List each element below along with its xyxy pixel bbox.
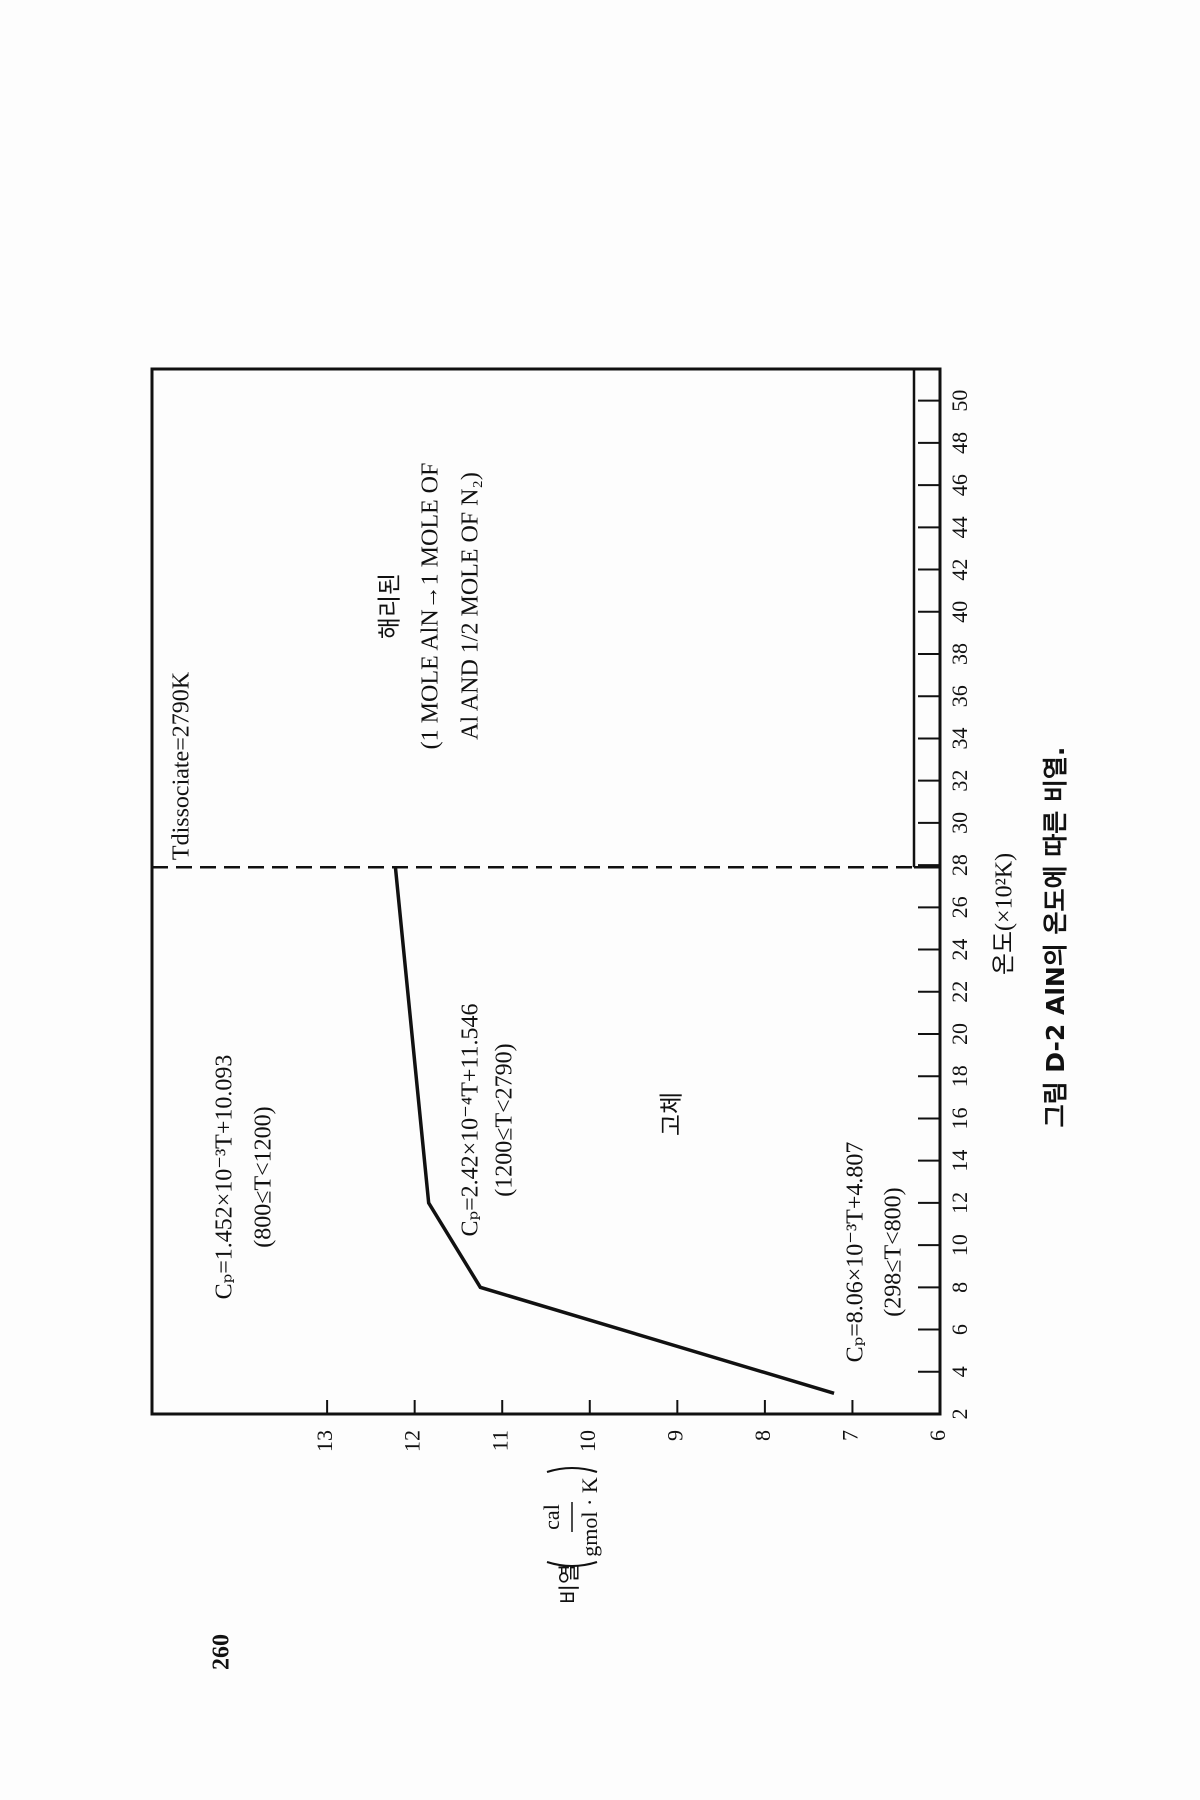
x-tick-label: 10 [947,1234,972,1256]
x-tick-label: 6 [947,1324,972,1335]
x-tick-label: 50 [947,390,972,412]
plot-frame [150,367,942,1416]
x-tick-label: 46 [947,474,972,496]
x-tick-label: 18 [947,1065,972,1087]
page-number: 260 [209,1634,235,1670]
y-tick-label: 9 [662,1430,687,1441]
y-tick-label: 7 [837,1430,862,1441]
x-tick-label: 4 [947,1366,972,1377]
x-tick-label: 38 [947,643,972,665]
annotation: (298≤T<800) [881,1187,907,1316]
caption: 그림 D-2 AlN의 온도에 따른 비열. [1041,747,1070,1128]
y-tick-label: 6 [925,1430,950,1441]
x-tick-label: 30 [947,812,972,834]
y-tick-label: 8 [750,1430,775,1441]
annotation: (1 MOLE AlN→1 MOLE OF [418,463,444,750]
x-tick-label: 20 [947,1023,972,1045]
x-tick-label: 12 [947,1192,972,1214]
cp-line [393,867,835,1395]
x-tick-label: 34 [947,727,972,749]
y-tick-label: 10 [575,1430,600,1452]
annotation: 고체 [659,1092,686,1136]
y-tick-label: 11 [487,1430,512,1451]
annotation: Cₚ=1.452×10⁻³T+10.093 [212,1055,238,1300]
x-tick-label: 8 [947,1282,972,1293]
x-tick-label: 24 [947,939,972,961]
x-tick-label: 22 [947,981,972,1003]
x-tick-label: 16 [947,1107,972,1129]
x-tick-label: 40 [947,601,972,623]
annotation: Cₚ=2.42×10⁻⁴T+11.546 [458,1003,484,1236]
y-axis-label: 비열 [557,1564,582,1604]
y-unit-denominator: gmol · K [577,1477,602,1557]
bracket [546,1467,598,1567]
annotation: Cₚ=8.06×10⁻³T+4.807 [843,1142,869,1363]
y-tick-label: 12 [400,1430,425,1452]
x-tick-label: 48 [947,432,972,454]
y-unit-numerator: cal [539,1504,564,1530]
annotation: (1200≤T<2790) [492,1043,518,1196]
x-tick-label: 2 [947,1409,972,1420]
annotation: Tdissociate=2790K [169,671,195,860]
rotated-chart: 2468101214161820222426283032343638404244… [150,367,1070,1670]
x-tick-label: 44 [947,516,972,538]
x-tick-label: 32 [947,770,972,792]
y-tick-label: 13 [312,1430,337,1452]
x-axis-label: 온도(×10²K) [992,853,1018,975]
x-tick-label: 42 [947,559,972,581]
x-tick-label: 36 [947,685,972,707]
annotation: (800≤T<1200) [251,1106,277,1247]
x-tick-label: 28 [947,854,972,876]
annotation: Al AND 1/2 MOLE OF N₂) [458,472,484,740]
x-tick-label: 26 [947,896,972,918]
annotation: 해리된 [377,573,404,639]
x-tick-label: 14 [947,1150,972,1172]
